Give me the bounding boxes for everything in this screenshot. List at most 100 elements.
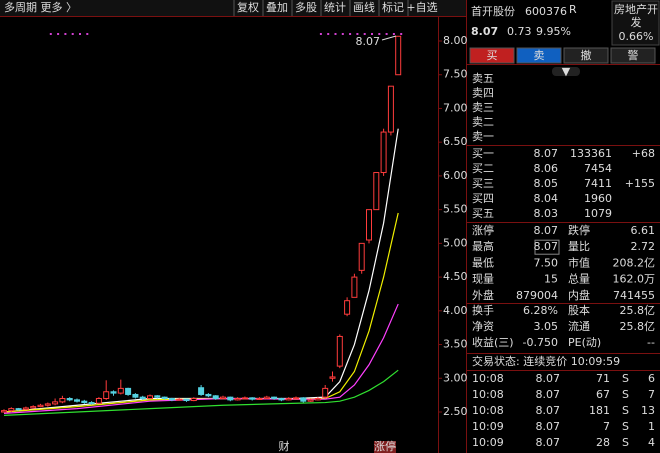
- toolbar-button[interactable]: 多股: [295, 0, 317, 14]
- toolbar-menu[interactable]: 多周期 更多 〉: [4, 0, 77, 14]
- moving-average: [3, 369, 399, 416]
- candle-body: [168, 398, 175, 401]
- stat-value: 741455: [613, 289, 655, 302]
- action-label[interactable]: 警: [628, 48, 639, 62]
- candle-body: [329, 376, 336, 379]
- finance-cell: -0.750: [523, 336, 558, 349]
- industry-box: [611, 0, 660, 46]
- toolbar-button[interactable]: 标记: [382, 0, 404, 14]
- candle-body: [358, 242, 365, 271]
- bid-cell: 1079: [584, 207, 612, 220]
- dot: [232, 33, 235, 35]
- dot: [20, 33, 23, 35]
- bid-cell: 买一: [472, 147, 494, 160]
- finance-cell: 换手: [472, 303, 494, 317]
- bid-cell: 1960: [584, 192, 612, 205]
- trade-cell: 8.07: [536, 420, 561, 433]
- y-tick-label: 5.50: [443, 203, 468, 216]
- candle-body: [380, 131, 387, 174]
- toolbar-button[interactable]: 画线: [353, 0, 375, 14]
- sell-label: 卖一: [472, 130, 494, 143]
- stock-code: 600376: [525, 5, 567, 18]
- finance-cell: 3.05: [534, 320, 559, 333]
- stat-label: 外盘: [472, 288, 494, 302]
- bid-cell: 133361: [570, 147, 612, 160]
- action-button[interactable]: [516, 47, 562, 64]
- toolbar-button[interactable]: +自选: [406, 1, 437, 14]
- finance-cell: 股本: [568, 303, 590, 317]
- stat-label: 现量: [472, 273, 494, 286]
- trade-cell: 6: [648, 372, 655, 385]
- finance-cell: 6.28%: [523, 304, 558, 317]
- candle-body: [322, 387, 329, 398]
- candle-body: [220, 396, 226, 400]
- dot: [42, 33, 45, 35]
- toolbar-button[interactable]: 统计: [324, 1, 346, 14]
- dot: [144, 33, 147, 35]
- trade-cell: 10:09: [472, 420, 504, 433]
- candle-body: [161, 396, 168, 400]
- dot: [137, 33, 140, 35]
- stat-value: 6.61: [631, 224, 656, 237]
- candle-body: [52, 401, 59, 405]
- candle-body: [66, 398, 73, 401]
- candle-body: [249, 397, 256, 400]
- stat-label: 市值: [568, 255, 590, 269]
- expand-icon: ▼: [562, 65, 571, 78]
- stat-label: 跌停: [568, 223, 590, 237]
- candle-body: [103, 391, 110, 400]
- y-tick-label: 7.50: [443, 68, 468, 81]
- sell-label: 卖四: [472, 87, 494, 100]
- candle-body: [44, 403, 51, 406]
- dot: [130, 33, 133, 35]
- dot: [392, 33, 395, 35]
- dot: [400, 33, 403, 35]
- candle-body: [344, 300, 351, 315]
- candle-body: [147, 395, 153, 400]
- action-label[interactable]: 卖: [534, 49, 545, 62]
- trade-cell: S: [622, 404, 629, 417]
- candle-body: [30, 406, 37, 409]
- dot: [108, 33, 111, 35]
- candle-body: [139, 396, 146, 400]
- dot: [203, 33, 206, 35]
- finance-cell: --: [647, 336, 655, 349]
- candle-body: [366, 209, 372, 241]
- dot: [268, 33, 271, 35]
- change-pct: 9.95%: [536, 25, 571, 38]
- candle-body: [395, 35, 402, 76]
- trade-cell: 71: [596, 372, 610, 385]
- event-mark: 财: [279, 439, 290, 453]
- trade-cell: 7: [648, 388, 655, 401]
- candle-body: [59, 398, 66, 403]
- stat-box: [534, 239, 560, 255]
- action-label[interactable]: 买: [487, 49, 498, 62]
- dot: [115, 33, 118, 35]
- candle-body: [263, 396, 270, 400]
- dot: [327, 33, 330, 35]
- trade-cell: 67: [596, 388, 610, 401]
- dot: [122, 33, 125, 35]
- y-tick-label: 4.50: [443, 270, 468, 283]
- dot: [261, 33, 264, 35]
- trade-cell: S: [622, 388, 629, 401]
- price: 8.07: [471, 25, 498, 38]
- stock-name: 首开股份: [471, 4, 515, 18]
- candle-body: [81, 400, 88, 404]
- action-label[interactable]: 撤: [581, 48, 592, 62]
- toolbar-button[interactable]: 复权: [237, 0, 259, 14]
- action-button[interactable]: [610, 47, 656, 64]
- toolbar-button[interactable]: 叠加: [266, 1, 288, 14]
- stock-flag: R: [569, 3, 577, 16]
- bid-cell: 8.05: [534, 177, 559, 190]
- dot: [195, 33, 198, 35]
- status: 交易状态: 连续竞价 10:09:59: [472, 354, 620, 368]
- dot: [225, 33, 227, 35]
- dot: [57, 33, 60, 35]
- moving-average: [3, 303, 399, 414]
- action-button[interactable]: [563, 47, 609, 64]
- event-bg: [374, 441, 396, 453]
- y-tick-label: 6.00: [443, 169, 468, 182]
- action-button[interactable]: [469, 47, 515, 64]
